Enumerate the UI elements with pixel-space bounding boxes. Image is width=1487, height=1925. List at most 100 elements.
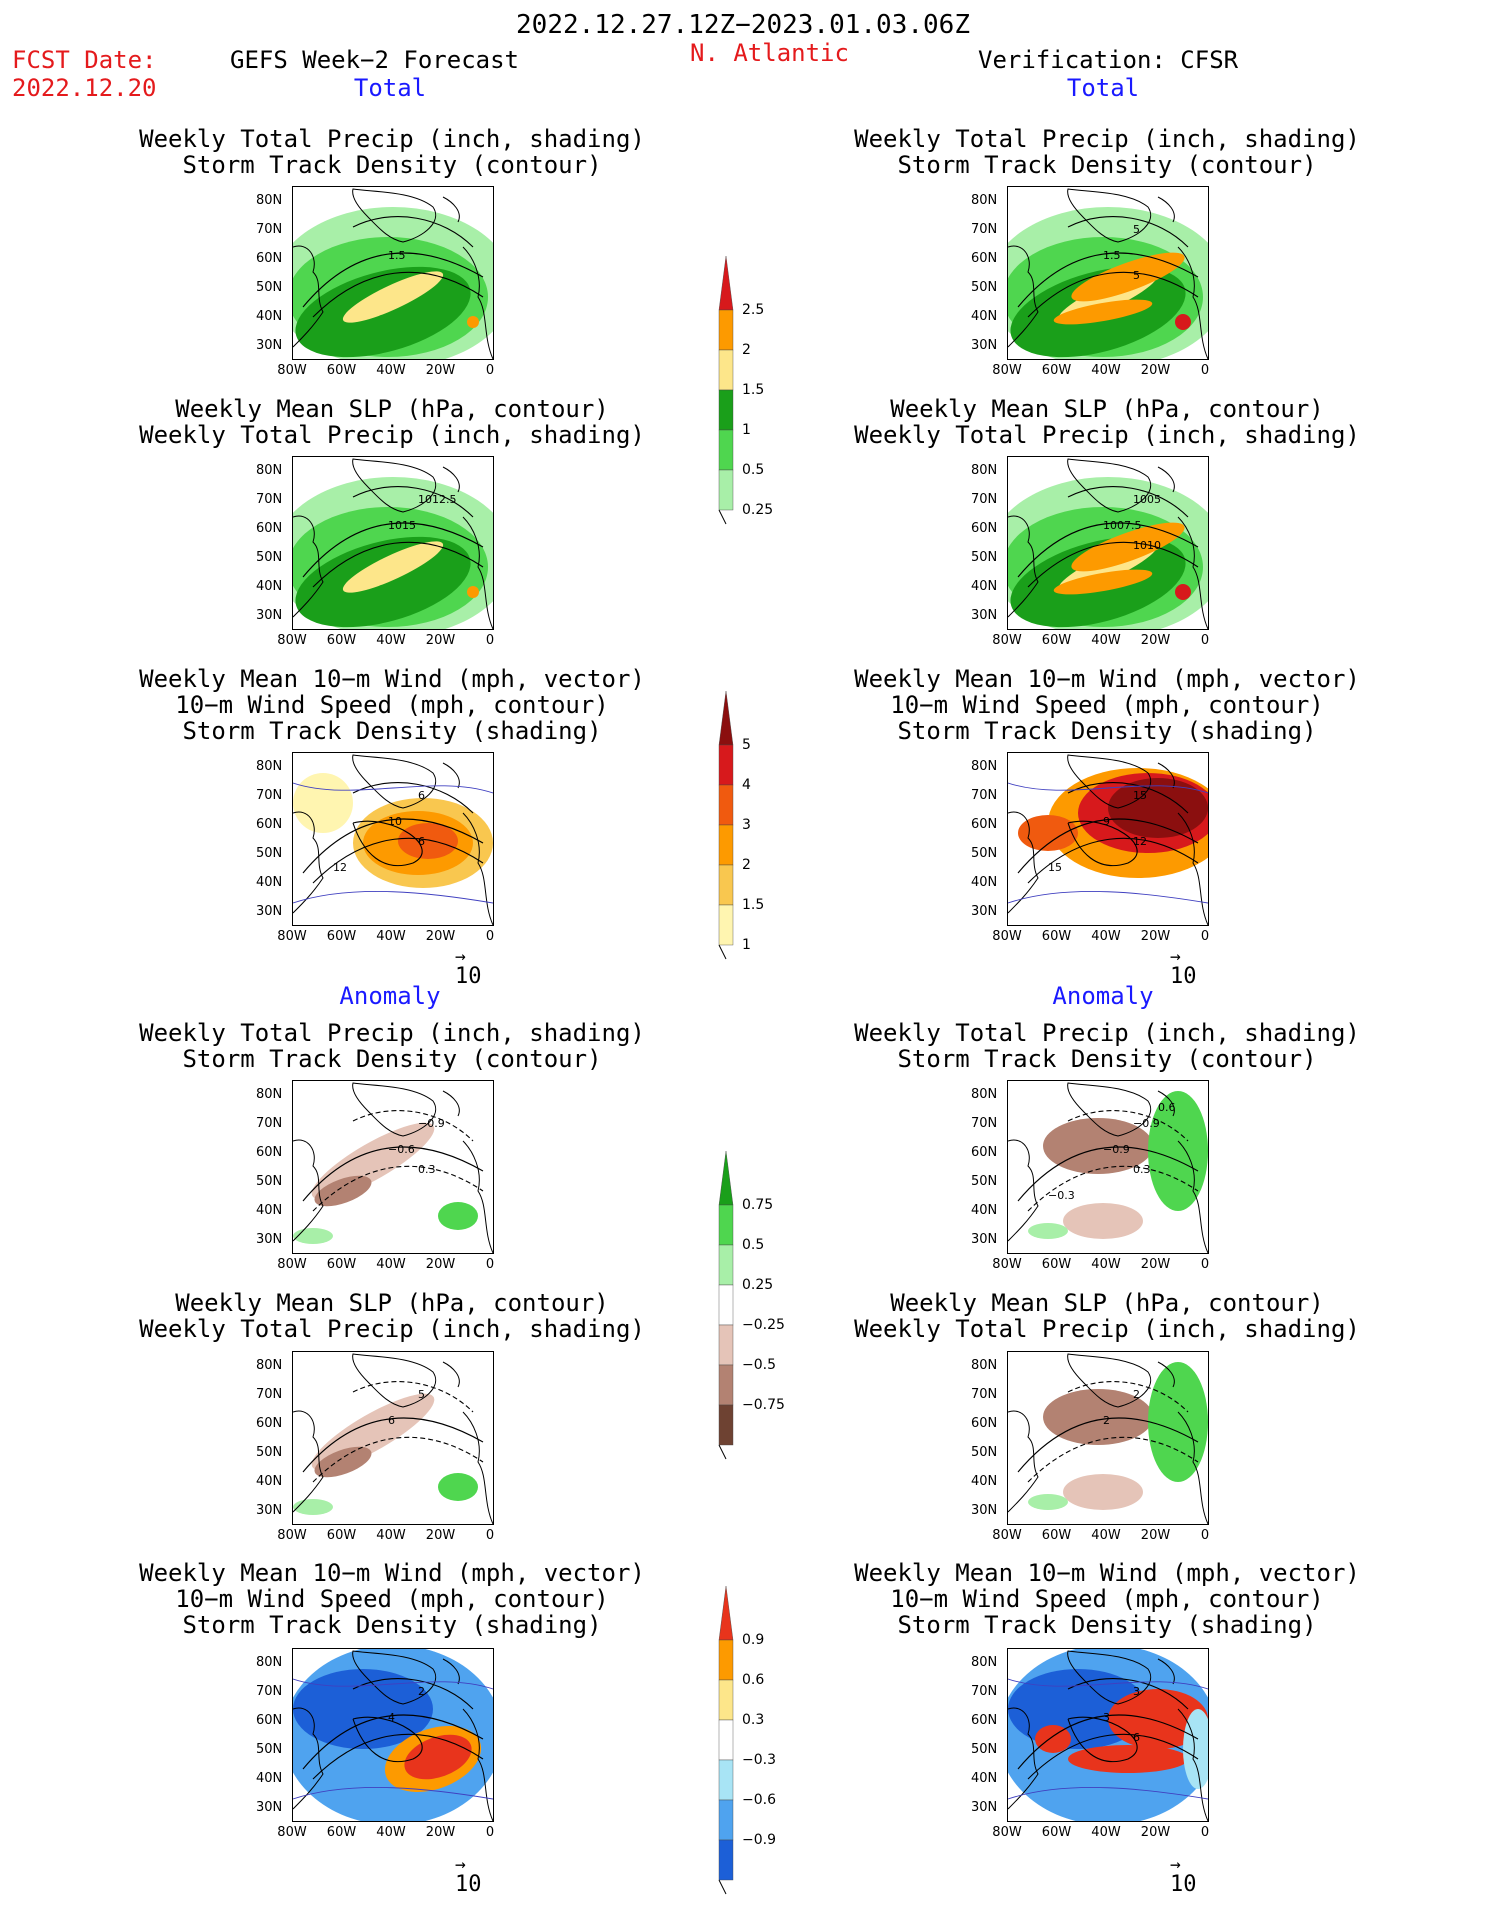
contour-label: 0.3 <box>1133 1163 1151 1176</box>
lat-tick-label: 50N <box>971 550 998 565</box>
shading-region <box>293 1228 333 1244</box>
contour-line <box>462 1140 493 1253</box>
colorbar-label: −0.3 <box>742 1752 776 1768</box>
contour-label: −0.9 <box>418 1117 445 1130</box>
shading-region <box>1148 1091 1208 1211</box>
colorbar-segment <box>718 1679 734 1721</box>
shading-region <box>342 541 444 593</box>
contour-line <box>302 818 484 874</box>
contour-line <box>1067 216 1189 248</box>
lat-tick-label: 70N <box>256 222 283 237</box>
verification-title: Verification: CFSR <box>978 46 1239 74</box>
contour-line <box>312 271 484 318</box>
contour-line <box>352 1082 436 1137</box>
colorbar-segment <box>718 1719 734 1761</box>
contour-line <box>352 1678 474 1710</box>
contour-line <box>462 516 493 629</box>
contour-line <box>1067 486 1189 518</box>
contour-label: −0.9 <box>1103 1143 1130 1156</box>
colorbar-segment <box>718 1244 734 1286</box>
colorbar-label: 1.5 <box>742 897 765 913</box>
valid-period: 2022.12.27.12Z−2023.01.03.06Z <box>516 10 970 40</box>
lon-tick-label: 40W <box>1091 1528 1121 1543</box>
contour-line <box>1017 1417 1199 1473</box>
lat-tick-label: 40N <box>256 309 283 324</box>
lat-tick-label: 50N <box>971 1445 998 1460</box>
vector-reference-label: 10 <box>1170 964 1197 989</box>
colorbar-label: 2 <box>742 857 751 873</box>
panel-title-line: Weekly Total Precip (inch, shading) <box>139 1315 645 1343</box>
lat-tick-label: 30N <box>256 1232 283 1247</box>
lon-tick-label: 40W <box>376 363 406 378</box>
colorbar-segment <box>718 784 734 826</box>
panel-title-line: Weekly Total Precip (inch, shading) <box>854 1019 1360 1047</box>
shading-region <box>1018 815 1078 851</box>
lon-tick-label: 80W <box>277 1257 307 1272</box>
contour-line <box>352 458 436 513</box>
panel-title-line: Weekly Mean 10−m Wind (mph, vector) <box>854 1559 1360 1587</box>
contour-line <box>1067 1716 1138 1763</box>
lon-tick-label: 40W <box>1091 633 1121 648</box>
colorbar-segment <box>718 690 734 746</box>
map-panel: 1015 1012.5 <box>292 456 494 630</box>
colorbar-label: −0.25 <box>742 1317 785 1333</box>
contour-label: 6 <box>1133 1731 1140 1744</box>
colorbar-tail <box>718 1444 727 1460</box>
contour-line <box>302 252 484 308</box>
lat-tick-label: 60N <box>256 1145 283 1160</box>
lon-tick-label: 80W <box>992 929 1022 944</box>
lon-tick-label: 80W <box>992 363 1022 378</box>
colorbar-label: 2.5 <box>742 302 765 318</box>
shading-region <box>1028 1223 1068 1239</box>
contour-line <box>1177 1140 1208 1253</box>
shading-region <box>293 1499 333 1515</box>
lon-tick-label: 40W <box>376 1825 406 1840</box>
lat-tick-label: 80N <box>256 1655 283 1670</box>
contour-line <box>302 1417 484 1473</box>
lon-tick-label: 60W <box>326 633 357 648</box>
shading-region <box>1043 1118 1153 1174</box>
contour-line <box>1157 1658 1175 1685</box>
contour-line <box>442 1658 460 1685</box>
lat-tick-label: 80N <box>256 463 283 478</box>
lon-tick-label: 0 <box>1200 363 1210 378</box>
contour-line <box>1027 271 1199 318</box>
lat-tick-label: 30N <box>971 1232 998 1247</box>
shading-region <box>293 1669 433 1749</box>
panel-title-line: Storm Track Density (shading) <box>897 717 1317 745</box>
lat-tick-label: 50N <box>971 1742 998 1757</box>
panel-title-line: Storm Track Density (shading) <box>182 1611 602 1639</box>
contour-line <box>302 1146 484 1202</box>
colorbar-precip_total <box>718 255 734 525</box>
contour-line <box>1157 1361 1175 1388</box>
lat-tick-label: 60N <box>256 1713 283 1728</box>
contour-line <box>352 1381 474 1413</box>
contour-line <box>352 1650 436 1705</box>
map-panel: −0.6 −0.9 0.3 <box>292 1080 494 1254</box>
contour-line <box>1067 188 1151 243</box>
panel-title-line: Weekly Total Precip (inch, shading) <box>139 125 645 153</box>
lat-tick-label: 70N <box>971 1387 998 1402</box>
lon-tick-label: 60W <box>1041 1257 1072 1272</box>
lon-tick-label: 0 <box>485 1528 495 1543</box>
contour-label: 15 <box>1133 789 1147 802</box>
lat-tick-label: 30N <box>971 1800 998 1815</box>
contour-line <box>1008 1678 1208 1690</box>
map-panel: 9 15 12 15 <box>1007 752 1209 926</box>
lat-tick-label: 40N <box>971 1203 998 1218</box>
contour-label: 2 <box>1103 1414 1110 1427</box>
contour-line <box>352 486 474 518</box>
panel-title-line: Storm Track Density (contour) <box>897 1045 1317 1073</box>
contour-line <box>1027 541 1199 588</box>
lat-tick-label: 40N <box>256 579 283 594</box>
shading-region <box>342 271 444 323</box>
lon-tick-label: 40W <box>1091 1257 1121 1272</box>
contour-label: 6 <box>418 789 425 802</box>
contour-line <box>1177 1708 1208 1821</box>
contour-line <box>1067 820 1138 867</box>
contour-line <box>1008 891 1208 904</box>
contour-line <box>312 1436 484 1483</box>
shading-region <box>1183 1709 1208 1789</box>
